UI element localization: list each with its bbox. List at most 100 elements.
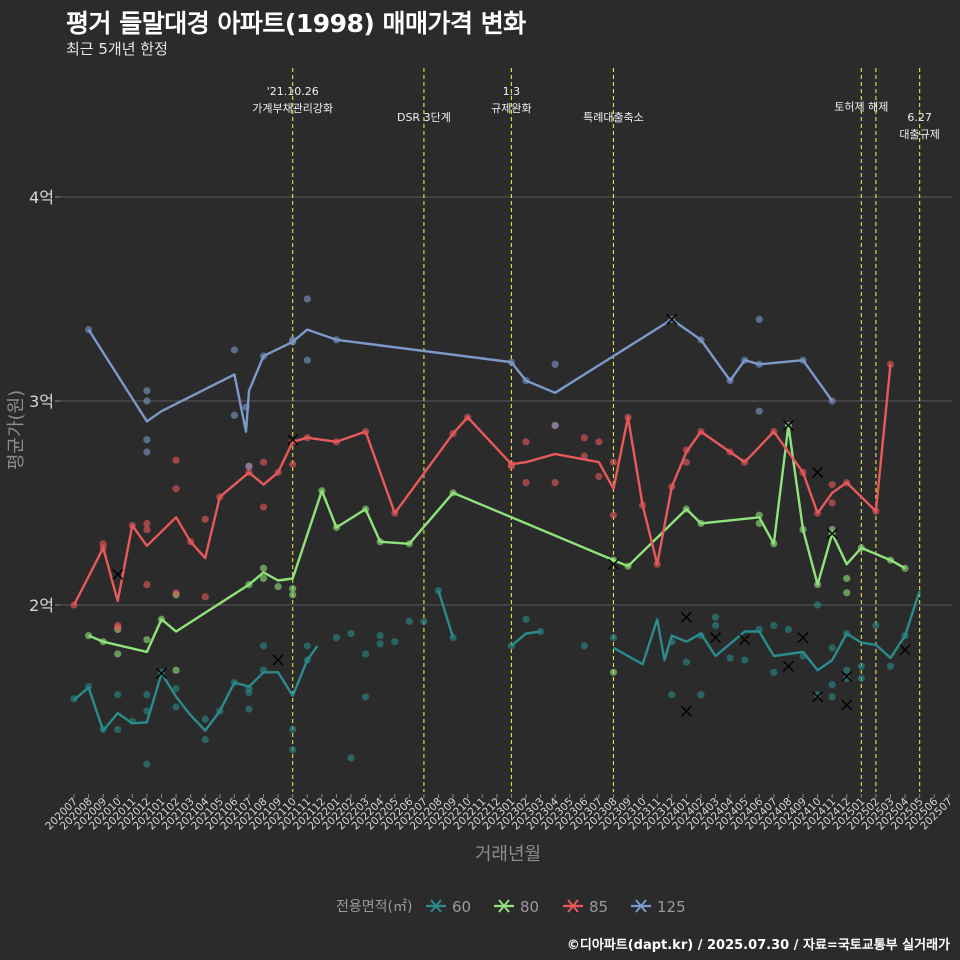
data-point-60: [741, 656, 749, 664]
data-point-80: [157, 615, 166, 623]
data-point-80: [405, 540, 413, 548]
legend-item-85: 85: [563, 898, 608, 916]
data-point-60: [843, 666, 851, 674]
data-point-85: [522, 438, 530, 446]
legend-label: 60: [452, 898, 471, 916]
data-point-85: [799, 468, 807, 476]
data-point-60: [362, 650, 370, 658]
data-point-85: [114, 623, 122, 632]
data-point-60: [114, 725, 122, 734]
data-point-85: [70, 601, 78, 609]
data-point-85: [216, 493, 224, 501]
data-point-60: [697, 632, 705, 640]
data-point-125: [143, 436, 151, 444]
data-point-60: [347, 629, 355, 638]
data-point-85: [128, 521, 136, 530]
legend-item-60: 60: [426, 898, 471, 916]
data-point-125: [259, 352, 268, 360]
data-point-80: [259, 564, 268, 572]
data-point-125: [828, 397, 836, 405]
cross-marker-85: [607, 558, 619, 570]
event-label: '21.10.26: [267, 85, 319, 98]
cross-marker-60: [680, 611, 692, 623]
data-point-80: [274, 583, 282, 591]
cross-marker-60: [155, 667, 167, 679]
data-point-125: [245, 462, 253, 470]
series-125: [84, 295, 836, 470]
cross-marker-80: [782, 419, 794, 431]
data-point-85: [143, 525, 151, 534]
cross-marker-60: [797, 632, 809, 644]
legend-item-125: 125: [631, 898, 686, 916]
data-point-60: [347, 754, 355, 762]
data-point-85: [259, 458, 268, 466]
cross-stroke: [797, 632, 809, 644]
series-85: [70, 360, 895, 632]
data-point-60: [391, 638, 399, 646]
data-point-60: [172, 703, 180, 711]
data-point-60: [843, 674, 851, 683]
data-point-85: [464, 413, 472, 421]
cross-marker-60: [272, 654, 284, 666]
data-point-60: [784, 625, 793, 634]
data-point-85: [187, 538, 195, 546]
cross-stroke: [826, 528, 838, 540]
event-label: 1.3: [503, 85, 521, 98]
data-point-125: [230, 411, 238, 419]
data-point-80: [362, 505, 370, 513]
data-point-85: [872, 507, 880, 515]
legend-item-80: 80: [494, 898, 539, 916]
data-point-80: [609, 668, 618, 676]
data-point-125: [755, 407, 763, 415]
data-point-85: [580, 452, 588, 460]
data-point-85: [639, 501, 647, 509]
data-point-60: [668, 691, 676, 699]
data-point-80: [813, 581, 822, 589]
event-label: 특례대출축소: [583, 111, 644, 124]
event-label: 규제완화: [491, 102, 531, 115]
event-label: 가계부채관리강화: [252, 102, 333, 115]
data-point-85: [697, 428, 705, 436]
data-point-60: [697, 691, 705, 699]
data-point-125: [303, 295, 311, 303]
cross-stroke: [739, 634, 751, 646]
data-point-60: [536, 627, 545, 636]
data-point-85: [172, 589, 180, 597]
data-point-80: [886, 556, 895, 564]
data-point-60: [449, 634, 457, 642]
legend-title: 전용면적(㎡): [336, 899, 412, 915]
data-point-85: [507, 462, 515, 470]
event-label: 6.27: [907, 111, 932, 124]
data-point-125: [551, 360, 559, 368]
data-point-60: [405, 617, 413, 625]
data-point-60: [522, 615, 530, 623]
data-point-85: [843, 479, 851, 487]
legend-cross: [635, 899, 647, 913]
data-point-80: [289, 585, 297, 593]
cross-stroke: [710, 632, 722, 644]
data-point-80: [843, 589, 851, 597]
data-point-60: [434, 587, 443, 595]
data-point-60: [857, 674, 865, 683]
cross-marker-80: [826, 528, 838, 540]
data-point-60: [376, 640, 384, 648]
y-tick-label: 4억: [29, 188, 54, 207]
data-point-60: [828, 680, 836, 689]
data-point-60: [157, 668, 166, 676]
data-point-85: [449, 430, 457, 438]
data-point-125: [143, 387, 151, 395]
data-point-60: [84, 683, 93, 691]
data-point-85: [624, 413, 632, 421]
chart-subtitle: 최근 5개년 한정: [66, 40, 168, 58]
data-point-85: [653, 560, 661, 568]
data-point-60: [201, 715, 209, 723]
data-point-60: [813, 691, 822, 699]
data-point-85: [726, 448, 734, 456]
cross-marker-60: [782, 660, 794, 672]
chart-caption: ©디아파트(dapt.kr) / 2025.07.30 / 자료=국토교통부 실…: [566, 938, 950, 953]
data-point-60: [99, 725, 107, 734]
data-point-80: [857, 544, 865, 552]
data-point-80: [376, 538, 384, 546]
data-point-60: [245, 705, 253, 713]
